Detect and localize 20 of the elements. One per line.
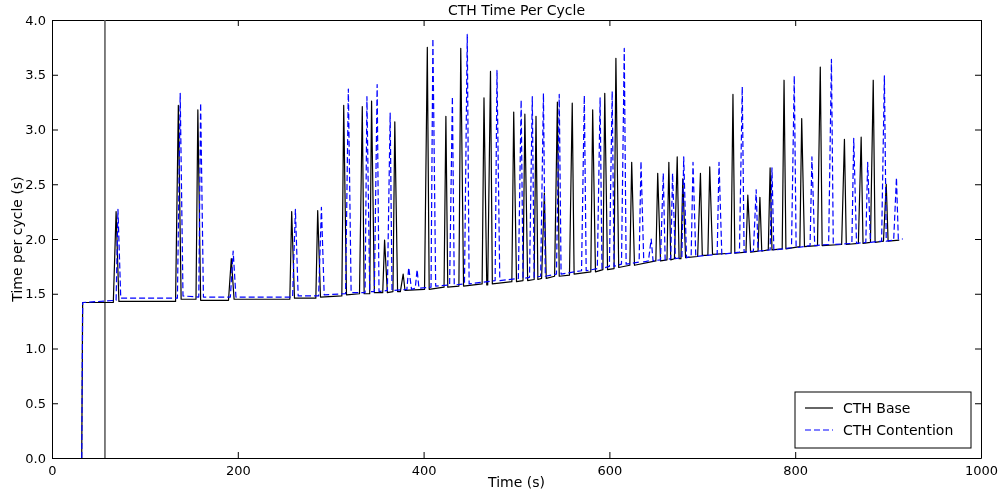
x-axis-title: Time (s) (487, 474, 545, 490)
legend-label: CTH Base (843, 400, 911, 416)
y-tick-label: 1.5 (25, 286, 46, 302)
y-tick-label: 2.0 (25, 231, 46, 247)
y-axis-title: Time per cycle (s) (9, 176, 25, 303)
y-tick-label: 3.0 (25, 122, 46, 138)
y-tick-label: 3.5 (25, 67, 46, 83)
y-tick-label: 4.0 (25, 12, 46, 28)
y-tick-label: 1.0 (25, 341, 46, 357)
y-tick-label: 2.5 (25, 176, 46, 192)
x-tick-label: 600 (597, 463, 623, 479)
legend-label: CTH Contention (843, 422, 954, 438)
x-tick-label: 200 (225, 463, 251, 479)
x-tick-label: 1000 (964, 463, 999, 479)
x-tick-label: 0 (48, 463, 57, 479)
y-tick-label: 0.5 (25, 395, 46, 411)
y-tick-label: 0.0 (25, 450, 46, 466)
x-tick-label: 400 (411, 463, 437, 479)
chart-title: CTH Time Per Cycle (447, 2, 586, 18)
x-tick-label: 800 (783, 463, 809, 479)
